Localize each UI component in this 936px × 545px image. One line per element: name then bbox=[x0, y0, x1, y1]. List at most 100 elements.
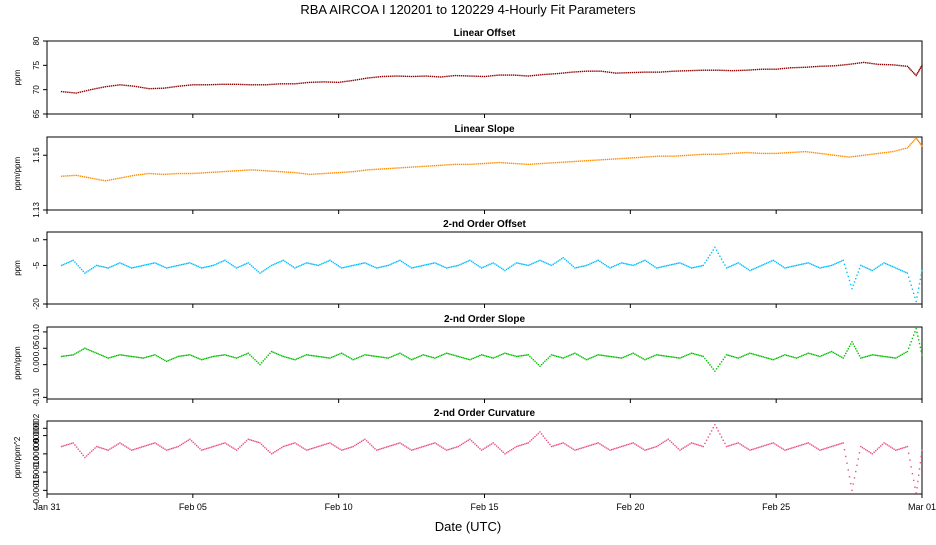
data-point bbox=[615, 264, 618, 266]
data-point bbox=[384, 265, 386, 267]
data-point bbox=[165, 360, 168, 363]
data-point bbox=[232, 265, 234, 267]
data-point bbox=[527, 442, 529, 444]
data-point bbox=[207, 447, 209, 449]
data-point bbox=[297, 265, 299, 268]
data-point bbox=[175, 265, 178, 267]
data-point bbox=[847, 348, 849, 350]
data-point bbox=[135, 85, 138, 88]
data-point bbox=[356, 79, 359, 81]
data-point bbox=[662, 441, 664, 444]
data-point bbox=[302, 263, 304, 266]
data-point bbox=[519, 444, 521, 447]
data-point bbox=[275, 170, 277, 173]
data-point bbox=[280, 260, 283, 262]
data-point bbox=[790, 265, 793, 268]
data-point bbox=[507, 353, 509, 355]
data-point bbox=[700, 445, 703, 447]
data-point bbox=[427, 263, 429, 266]
data-point bbox=[573, 71, 575, 73]
data-point bbox=[323, 81, 325, 83]
data-point bbox=[903, 352, 905, 355]
data-point bbox=[552, 445, 554, 447]
data-point bbox=[807, 442, 809, 444]
data-point bbox=[137, 174, 140, 176]
data-point bbox=[920, 66, 922, 68]
data-point bbox=[272, 452, 274, 454]
data-point bbox=[607, 448, 609, 450]
data-point bbox=[154, 442, 156, 444]
data-point bbox=[845, 267, 847, 270]
data-point bbox=[903, 446, 905, 449]
data-point bbox=[865, 355, 867, 358]
data-point bbox=[156, 173, 159, 175]
data-point bbox=[187, 262, 189, 264]
data-point bbox=[172, 447, 174, 449]
data-point bbox=[477, 355, 479, 357]
data-point bbox=[918, 283, 921, 285]
data-point bbox=[812, 445, 814, 447]
data-point bbox=[844, 64, 846, 66]
data-point bbox=[798, 151, 800, 153]
data-point bbox=[299, 445, 301, 447]
data-point bbox=[331, 172, 334, 174]
data-point bbox=[85, 176, 88, 178]
data-point bbox=[444, 448, 446, 450]
data-point bbox=[785, 354, 788, 356]
data-point bbox=[665, 439, 668, 441]
data-point bbox=[794, 66, 796, 69]
data-point bbox=[504, 352, 506, 354]
data-point bbox=[840, 442, 843, 445]
data-point bbox=[94, 447, 96, 449]
data-point bbox=[723, 153, 725, 155]
data-point bbox=[104, 355, 106, 358]
data-point bbox=[881, 63, 884, 66]
data-point bbox=[122, 444, 124, 446]
data-point bbox=[87, 348, 89, 351]
data-point bbox=[377, 448, 379, 451]
data-point bbox=[837, 443, 839, 446]
data-point bbox=[860, 264, 862, 267]
data-point bbox=[112, 178, 115, 180]
data-point bbox=[623, 157, 625, 160]
data-point bbox=[452, 354, 454, 356]
data-point bbox=[572, 265, 574, 268]
data-point bbox=[519, 262, 521, 265]
data-point bbox=[724, 442, 726, 445]
data-point bbox=[575, 71, 577, 73]
data-point bbox=[325, 443, 328, 445]
data-point bbox=[450, 163, 452, 166]
panel-frame bbox=[46, 231, 923, 305]
data-point bbox=[549, 355, 551, 358]
data-point bbox=[911, 70, 914, 73]
data-point bbox=[530, 357, 533, 359]
data-point bbox=[375, 449, 378, 451]
data-point bbox=[574, 267, 576, 269]
data-point bbox=[410, 449, 413, 451]
data-point bbox=[856, 155, 859, 157]
data-point bbox=[344, 354, 346, 356]
data-point bbox=[917, 480, 919, 483]
data-point bbox=[671, 155, 673, 157]
data-point bbox=[602, 262, 604, 265]
data-point bbox=[699, 265, 701, 267]
data-point bbox=[846, 156, 848, 158]
data-point bbox=[685, 445, 688, 447]
data-point bbox=[792, 151, 794, 154]
data-point bbox=[277, 261, 279, 264]
data-point bbox=[625, 72, 627, 74]
data-point bbox=[692, 69, 694, 72]
data-point bbox=[390, 444, 393, 447]
data-point bbox=[740, 152, 742, 154]
data-point bbox=[92, 351, 94, 353]
data-point bbox=[382, 447, 384, 449]
data-point bbox=[195, 265, 198, 267]
data-point bbox=[734, 356, 736, 358]
data-point bbox=[100, 354, 103, 356]
data-point bbox=[519, 74, 521, 77]
data-point bbox=[167, 266, 169, 269]
data-point bbox=[156, 87, 159, 90]
data-point bbox=[712, 368, 714, 370]
data-point bbox=[292, 442, 294, 445]
